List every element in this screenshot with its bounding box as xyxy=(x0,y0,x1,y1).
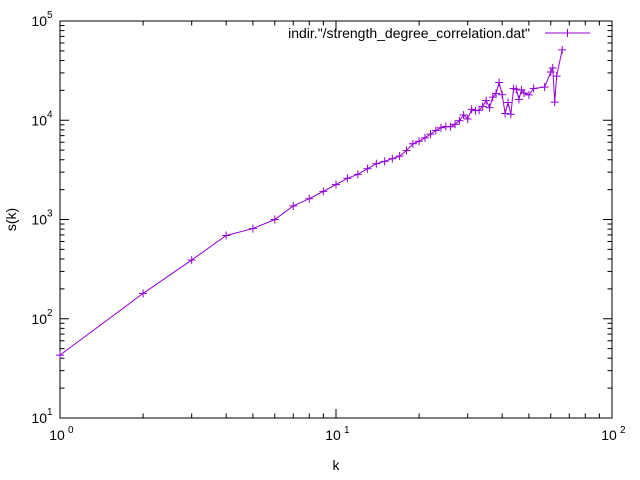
data-point xyxy=(550,98,559,107)
data-point xyxy=(546,68,555,77)
x-tick-label-exponent: 1 xyxy=(344,425,350,436)
data-point xyxy=(446,122,455,131)
y-tick-label: 10 2 xyxy=(31,308,53,327)
data-point xyxy=(459,110,468,119)
y-tick-label-exponent: 3 xyxy=(47,209,53,220)
legend-label: indir."/strength_degree_correlation.dat" xyxy=(288,25,530,41)
data-point xyxy=(504,98,513,107)
data-point xyxy=(488,93,497,102)
data-point xyxy=(332,180,340,189)
data-point xyxy=(512,85,521,94)
data-point xyxy=(363,164,372,173)
series-line xyxy=(59,49,563,356)
data-point xyxy=(506,110,515,119)
data-point xyxy=(270,215,279,224)
data-point xyxy=(395,152,404,161)
y-tick-label-exponent: 4 xyxy=(47,109,53,120)
data-point xyxy=(451,120,460,129)
data-point xyxy=(222,231,231,240)
plot-area xyxy=(59,20,613,419)
data-point xyxy=(520,89,529,98)
x-axis-label: k xyxy=(333,457,341,473)
x-tick-label-base: 10 xyxy=(325,427,341,443)
y-tick-label-base: 10 xyxy=(31,13,47,29)
data-point xyxy=(380,157,389,166)
data-point xyxy=(289,201,298,210)
x-tick-label: 10 1 xyxy=(325,425,350,443)
y-tick-label: 10 3 xyxy=(31,209,53,228)
data-point xyxy=(248,224,257,233)
data-point xyxy=(353,170,362,179)
data-point xyxy=(475,106,484,115)
data-point xyxy=(495,78,504,87)
data-point xyxy=(343,174,352,183)
x-tick-label-exponent: 0 xyxy=(68,425,74,436)
data-point xyxy=(319,187,328,196)
data-point xyxy=(455,116,464,125)
data-point xyxy=(426,130,435,139)
x-tick-label-exponent: 2 xyxy=(620,425,626,436)
y-axis-label: s(k) xyxy=(3,208,19,231)
y-tick-label-base: 10 xyxy=(31,311,47,327)
data-point xyxy=(558,45,567,54)
data-point xyxy=(408,139,417,148)
data-point xyxy=(552,72,561,81)
x-tick-label: 10 0 xyxy=(49,425,74,443)
y-tick-label-exponent: 1 xyxy=(47,407,53,418)
data-point xyxy=(431,126,440,135)
data-point xyxy=(478,102,487,111)
data-point xyxy=(540,83,549,92)
series-layer xyxy=(56,45,567,360)
data-point xyxy=(139,289,148,298)
data-point xyxy=(372,159,381,168)
data-point xyxy=(482,96,491,105)
x-tick-label-base: 10 xyxy=(601,427,617,443)
data-point xyxy=(415,137,424,146)
legend: indir."/strength_degree_correlation.dat" xyxy=(288,25,590,41)
data-point xyxy=(436,123,445,132)
data-point xyxy=(529,84,538,93)
y-tick-label: 10 1 xyxy=(31,407,53,426)
x-tick-label-base: 10 xyxy=(49,427,65,443)
y-tick-label-base: 10 xyxy=(31,212,47,228)
data-point xyxy=(548,63,557,72)
data-point xyxy=(187,256,196,265)
data-point xyxy=(467,105,476,114)
y-tick-label: 10 4 xyxy=(31,109,53,128)
data-point xyxy=(305,194,314,203)
data-point xyxy=(402,146,411,155)
data-point xyxy=(524,90,533,99)
data-point xyxy=(463,114,472,123)
ticks-layer: 10 0 10 1 10 210 110 210 310 410 5 xyxy=(31,10,626,443)
data-point xyxy=(501,109,510,118)
y-tick-label-exponent: 2 xyxy=(47,308,53,319)
y-tick-label: 10 5 xyxy=(31,10,53,29)
data-point xyxy=(514,95,523,104)
data-point xyxy=(485,103,494,112)
x-tick-label: 10 2 xyxy=(601,425,626,443)
data-point xyxy=(388,154,397,163)
y-tick-label-base: 10 xyxy=(31,410,47,426)
data-point xyxy=(420,133,429,142)
plot-frame xyxy=(59,20,613,419)
data-point xyxy=(492,89,501,98)
data-point xyxy=(498,90,507,99)
y-tick-label-base: 10 xyxy=(31,112,47,128)
y-tick-label-exponent: 5 xyxy=(47,10,53,21)
